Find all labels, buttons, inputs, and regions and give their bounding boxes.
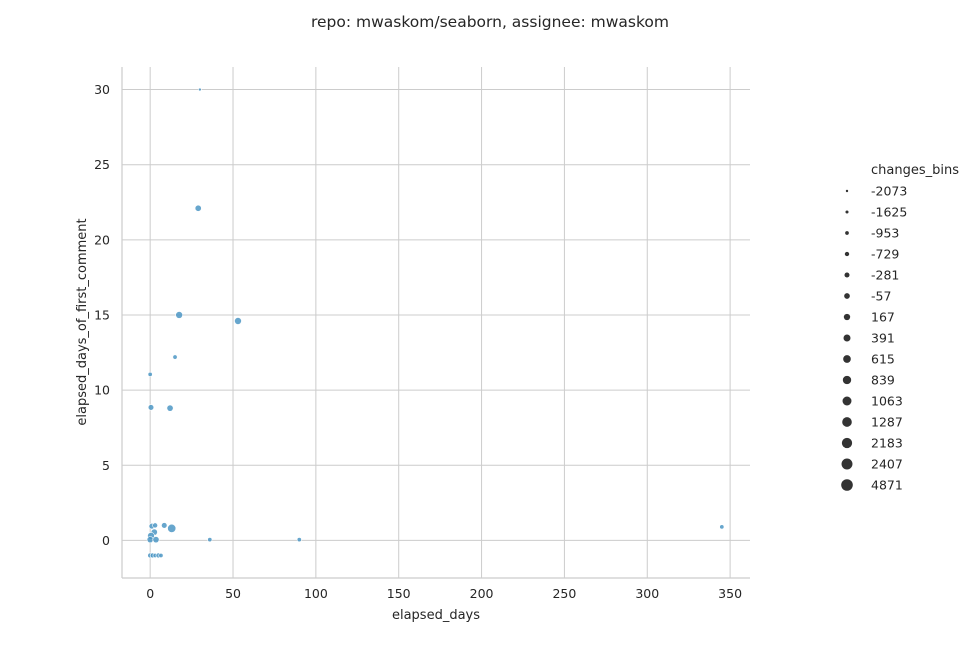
legend-label: 615 (871, 352, 895, 367)
legend-marker (843, 355, 851, 363)
data-point (152, 522, 158, 529)
data-points (146, 87, 725, 559)
x-tick-labels: 0 50 100 150 200 250 300 350 (146, 586, 742, 601)
x-tick-label: 350 (718, 586, 742, 601)
x-axis-label: elapsed_days (392, 608, 480, 623)
data-point (167, 523, 177, 533)
x-tick-label: 0 (146, 586, 154, 601)
y-tick-label: 30 (94, 82, 110, 97)
data-point (147, 371, 153, 377)
legend-label: 1287 (871, 415, 903, 430)
legend-marker (844, 293, 850, 299)
y-tick-label: 0 (102, 533, 110, 548)
data-point (152, 536, 160, 544)
chart-title: repo: mwaskom/seaborn, assignee: mwaskom (311, 13, 669, 31)
data-point (194, 204, 202, 212)
data-point (147, 404, 155, 411)
data-point (166, 404, 174, 412)
legend-label: 2407 (871, 457, 903, 472)
y-tick-label: 5 (102, 458, 110, 473)
x-tick-label: 200 (470, 586, 494, 601)
legend-marker (841, 437, 853, 449)
legend-marker (845, 210, 849, 214)
data-point (161, 522, 168, 529)
x-tick-label: 100 (304, 586, 328, 601)
legend-marker (843, 313, 851, 321)
legend-marker (843, 334, 851, 342)
data-point (175, 311, 183, 319)
legend-marker (842, 417, 852, 427)
legend-marker (844, 251, 850, 257)
legend-label: 2183 (871, 436, 903, 451)
legend: changes_bins -2073 -1625 -953 -729 -281 -57 16… (841, 163, 959, 493)
legend-marker (845, 189, 849, 193)
legend-label: -953 (871, 226, 899, 241)
y-tick-label: 25 (94, 157, 110, 172)
y-tick-label: 20 (94, 232, 110, 247)
legend-label: -729 (871, 247, 899, 262)
data-point (234, 317, 242, 325)
legend-label: 839 (871, 373, 895, 388)
legend-label: -57 (871, 289, 891, 304)
legend-marker (845, 231, 849, 235)
legend-label: -1625 (871, 205, 907, 220)
y-tick-label: 15 (94, 307, 110, 322)
y-tick-label: 10 (94, 383, 110, 398)
data-point (172, 354, 178, 360)
data-point (198, 87, 202, 92)
legend-label: 4871 (871, 478, 903, 493)
y-tick-labels: 0 5 10 15 20 25 30 (94, 82, 110, 548)
data-point (296, 537, 302, 543)
legend-marker (841, 479, 853, 491)
x-tick-label: 150 (387, 586, 411, 601)
data-point (719, 524, 725, 530)
legend-label: 1063 (871, 394, 903, 409)
legend-label: -281 (871, 268, 899, 283)
legend-marker (842, 375, 852, 385)
legend-title: changes_bins (871, 163, 959, 178)
grid-lines (122, 67, 750, 578)
axes (121, 67, 750, 579)
data-point (146, 536, 154, 544)
legend-marker (844, 272, 850, 278)
y-axis-label: elapsed_days_of_first_comment (75, 218, 90, 425)
data-point (207, 537, 213, 543)
legend-marker (841, 458, 853, 470)
x-tick-label: 250 (552, 586, 576, 601)
legend-label: 391 (871, 331, 895, 346)
legend-label: -2073 (871, 184, 907, 199)
legend-label: 167 (871, 310, 895, 325)
legend-marker (842, 396, 852, 406)
x-tick-label: 50 (225, 586, 241, 601)
x-tick-label: 300 (635, 586, 659, 601)
data-point (158, 552, 164, 558)
